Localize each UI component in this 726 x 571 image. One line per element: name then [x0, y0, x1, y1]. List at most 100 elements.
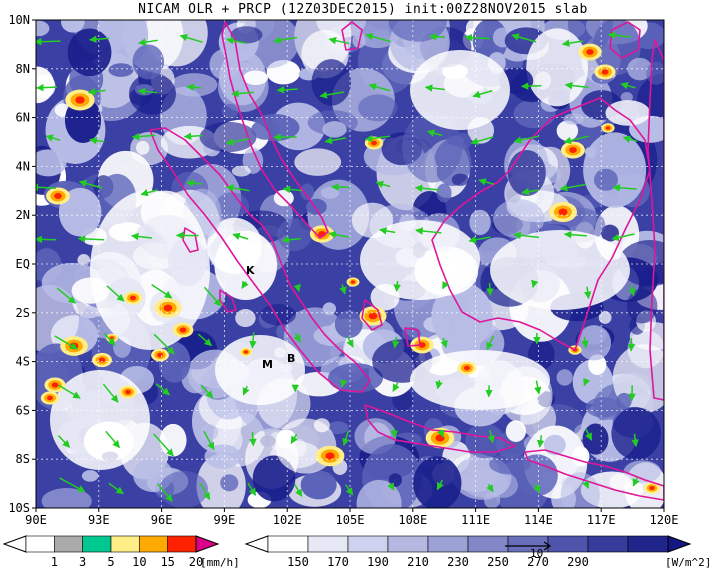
olr-legend-swatch: [307, 535, 349, 553]
wind-vector-arrow: [319, 91, 345, 99]
wind-vector-arrow: [392, 336, 400, 349]
olr-legend-unit: [W/m^2]: [665, 556, 711, 569]
lon-tick-label: 108E: [398, 513, 427, 527]
precip-legend-left-cap: [2, 535, 27, 553]
precip-cell-core: [98, 357, 106, 363]
wind-vector-arrow: [157, 483, 173, 502]
precip-legend-label: 3: [79, 555, 86, 569]
precip-cell-core: [463, 365, 471, 371]
olr-cloud-patch: [489, 453, 531, 475]
olr-cloud-patch: [200, 424, 219, 441]
olr-legend-swatch: [347, 535, 389, 553]
olr-cloud-patch: [61, 20, 85, 33]
precip-cell-core: [586, 49, 594, 55]
olr-legend-label: 250: [487, 555, 509, 569]
wind-vector-arrow: [414, 184, 440, 193]
wind-vector-arrow: [583, 286, 592, 300]
wind-vector-arrow: [102, 383, 119, 403]
olr-legend-swatch: [627, 535, 669, 553]
olr-cloud-patch: [534, 71, 552, 90]
olr-bright-cloud: [360, 220, 480, 300]
wind-vector-arrow: [281, 236, 301, 244]
place-label-b: B: [287, 352, 295, 365]
wind-vector-arrow: [612, 184, 637, 192]
olr-cloud-patch: [199, 121, 257, 153]
olr-cloud-patch: [217, 62, 269, 113]
olr-cloud-patch: [41, 487, 92, 508]
wind-vector-arrow: [225, 137, 250, 146]
wind-vector-arrow: [131, 232, 152, 241]
olr-cloud-patch: [128, 73, 176, 115]
precip-cell-core: [325, 452, 335, 460]
olr-cloud-patch: [388, 20, 447, 42]
wind-vector-arrow: [393, 280, 402, 292]
lat-tick-label: 2S: [16, 306, 30, 320]
precip-legend-swatch: [82, 535, 112, 553]
wind-vector-arrow: [183, 132, 203, 141]
wind-vector-arrow: [200, 384, 214, 399]
olr-cloud-patch: [36, 149, 67, 177]
olr-legend-swatch: [427, 535, 469, 553]
lat-tick-label: 10S: [8, 501, 30, 515]
coastline-bangka: [361, 299, 383, 331]
olr-cloud-patch: [563, 113, 585, 125]
wind-vector-arrow: [365, 32, 391, 43]
precip-cell-core: [179, 327, 187, 333]
olr-legend-left-cap: [244, 535, 269, 553]
wind-vector-arrow: [249, 432, 257, 447]
olr-cloud-patch: [251, 119, 280, 140]
wind-vector-arrow: [521, 187, 539, 196]
precip-legend-unit: [mm/h]: [200, 556, 240, 569]
precip-cell-core: [51, 382, 59, 388]
olr-cloud-patch: [320, 186, 340, 199]
wind-vector-arrow: [282, 185, 302, 194]
olr-cloud-patch: [300, 470, 337, 500]
lat-tick-label: 8N: [16, 62, 30, 76]
wind-vector-arrow: [153, 433, 174, 457]
olr-cloud-patch: [108, 63, 134, 77]
wind-vector-arrow: [226, 37, 247, 45]
olr-cloud-patch: [221, 103, 239, 119]
coastline-java: [364, 404, 516, 453]
precip-legend-label: 20: [189, 555, 203, 569]
precip-legend-right-cap: [195, 535, 220, 553]
precip-legend-swatch: [110, 535, 140, 553]
wind-vector-arrow: [415, 227, 442, 235]
precip-legend-labels: 1 3 5 10 15 20: [51, 555, 204, 569]
wind-vector-arrow: [631, 433, 639, 448]
olr-cloud-patch: [158, 341, 191, 383]
wind-vector-arrow: [232, 232, 249, 240]
olr-bright-cloud: [490, 230, 630, 310]
olr-legend-label: 210: [407, 555, 429, 569]
olr-cloud-patch: [214, 230, 278, 301]
olr-cloud-patch: [132, 44, 165, 80]
precipitation-layer: [40, 43, 661, 494]
wind-vector-arrow: [103, 332, 116, 346]
precip-cell-core: [605, 126, 611, 130]
wind-vector-arrow: [106, 285, 125, 302]
lon-tick-label: 93E: [88, 513, 110, 527]
latitude-axis: 10N 8N 6N 4N 2N EQ 2S 4S 6S 8S 10S: [8, 13, 36, 515]
wind-vector-arrow: [559, 183, 587, 192]
wind-vector-arrow: [87, 87, 106, 96]
lat-tick-label: 2N: [16, 208, 30, 222]
lat-tick-label: 10N: [8, 13, 30, 27]
olr-cloud-patch: [488, 472, 519, 498]
precip-legend-swatches: [25, 535, 197, 553]
olr-cloud-patch: [556, 120, 579, 141]
olr-cloud-patch: [484, 491, 501, 508]
precip-cell-core: [130, 295, 136, 301]
wind-vector-arrow: [77, 235, 105, 243]
wind-vector-arrow: [472, 89, 493, 99]
coastline-borneo: [431, 97, 651, 351]
wind-vector-arrow: [428, 32, 445, 41]
wind-vector-arrow: [632, 477, 640, 487]
olr-cloud-patch: [620, 92, 633, 102]
wind-vector-arrow: [379, 227, 396, 235]
place-label-k: K: [246, 264, 255, 277]
olr-legend: 150 170 190 210 230 250 270 290 10 [W/m^2]: [244, 535, 711, 569]
wind-vector-arrow: [585, 428, 593, 441]
olr-legend-label: 230: [447, 555, 469, 569]
lon-tick-label: 120E: [650, 513, 679, 527]
wind-vector-arrow: [368, 83, 391, 92]
